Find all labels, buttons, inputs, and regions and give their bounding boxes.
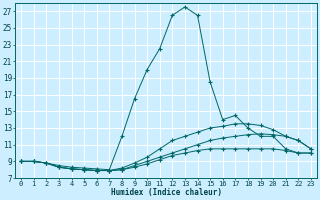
X-axis label: Humidex (Indice chaleur): Humidex (Indice chaleur) xyxy=(110,188,221,197)
